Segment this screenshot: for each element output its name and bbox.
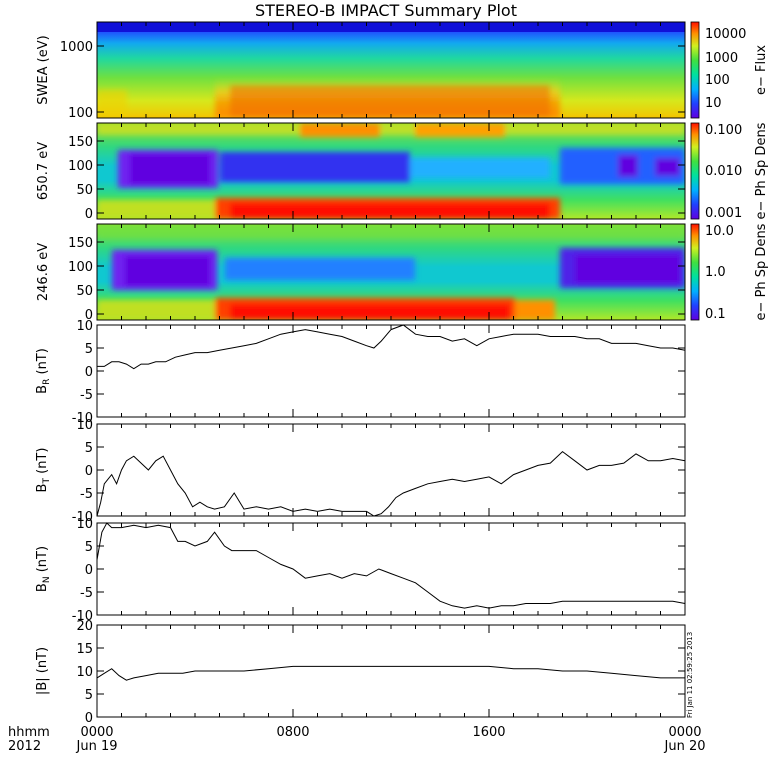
ylabel-bmag: |B| (nT): [35, 647, 50, 695]
ytick-label: 150: [68, 236, 93, 251]
ytick-label: 10: [76, 418, 93, 433]
chart-title: STEREO-B IMPACT Summary Plot: [255, 1, 517, 20]
ytick-label: 20: [76, 619, 93, 634]
cbar-label: e− Flux: [754, 45, 769, 95]
cbar-tick: 0.1: [705, 307, 726, 322]
ylabel-650: 650.7 eV: [36, 142, 51, 200]
panel-frame-bmag: [96, 624, 686, 718]
cbar-tick: 0.100: [705, 123, 742, 138]
x-corner-top: hhmm: [8, 725, 50, 740]
ytick-label: 50: [76, 183, 93, 198]
cbar-tick: 0.010: [705, 164, 742, 179]
ylabel-swea: SWEA (eV): [36, 35, 51, 104]
xtick-label: 0000: [80, 725, 113, 740]
ytick-label: 10: [76, 517, 93, 532]
yticks-246: 0 50 100 150: [68, 236, 685, 323]
ylabel-bn: BN (nT): [35, 546, 52, 592]
cbar-tick: 10000: [705, 27, 746, 42]
ytick-label: 0: [85, 711, 93, 726]
cbar-tick: 1000: [705, 51, 738, 66]
xtick-label: 1600: [472, 725, 505, 740]
ytick-label: -5: [80, 586, 93, 601]
colorbar-swea: 10000 1000 100 10 e− Flux: [690, 21, 769, 119]
pitch-angle-246-spectrogram: [97, 224, 685, 320]
panel-frame-bt: [96, 423, 686, 517]
ytick-label: -10: [72, 510, 93, 525]
ytick-label: 10: [76, 319, 93, 334]
ytick-label: -10: [72, 411, 93, 426]
timestamp-note: Fri Jan 11 02:59:25 2013: [686, 632, 694, 718]
series-line: [97, 324, 686, 370]
ytick-label: 100: [68, 260, 93, 275]
cbar-label: e− Ph Sp Dens: [754, 122, 769, 219]
cbar-tick: 10: [705, 96, 722, 111]
xtick-date-label: Jun 20: [664, 739, 706, 754]
ytick-label: 1000: [60, 40, 93, 55]
ytick-label: 5: [85, 342, 93, 357]
yticks-650: 0 50 100 150: [68, 135, 685, 222]
ylabel-br: BR (nT): [35, 348, 52, 394]
ylabel-bt: BT (nT): [35, 448, 52, 493]
ytick-label: 0: [85, 308, 93, 323]
ytick-label: 5: [85, 540, 93, 555]
xtick-label: 0800: [276, 725, 309, 740]
cbar-tick: 0.001: [705, 206, 742, 221]
cbar-tick: 100: [705, 73, 730, 88]
colorbar-246: 10.0 1.0 0.1 e− Ph Sp Dens: [690, 223, 769, 322]
ytick-label: 0: [85, 365, 93, 380]
ytick-label: -5: [80, 487, 93, 502]
colorbar-650: 0.100 0.010 0.001 e− Ph Sp Dens: [690, 122, 769, 221]
ytick-label: 5: [85, 441, 93, 456]
xtick-date-label: Jun 19: [76, 739, 118, 754]
cbar-label: e− Ph Sp Dens: [754, 223, 769, 320]
x-corner-bottom: 2012: [8, 739, 41, 754]
cbar-tick: 1.0: [705, 265, 726, 280]
ytick-label: -10: [72, 609, 93, 624]
ytick-label: 0: [85, 207, 93, 222]
ytick-label: 5: [85, 688, 93, 703]
ytick-label: 150: [68, 135, 93, 150]
swea-spectrogram: [97, 22, 685, 118]
ytick-label: 100: [68, 159, 93, 174]
ylabel-246: 246.6 eV: [36, 243, 51, 301]
series-line: [96, 665, 685, 681]
ytick-label: 0: [85, 464, 93, 479]
cbar-tick: 10.0: [705, 224, 734, 239]
ytick-label: -5: [80, 388, 93, 403]
yticks-swea: 1000 100: [60, 40, 685, 121]
ytick-label: 0: [85, 563, 93, 578]
series-line: [96, 522, 686, 609]
ytick-label: 10: [76, 665, 93, 680]
ytick-label: 15: [76, 642, 93, 657]
pitch-angle-650-spectrogram: [97, 123, 685, 219]
ytick-label: 50: [76, 284, 93, 299]
ytick-label: 100: [68, 106, 93, 121]
series-line: [96, 450, 686, 517]
xtick-label: 0000: [668, 725, 701, 740]
